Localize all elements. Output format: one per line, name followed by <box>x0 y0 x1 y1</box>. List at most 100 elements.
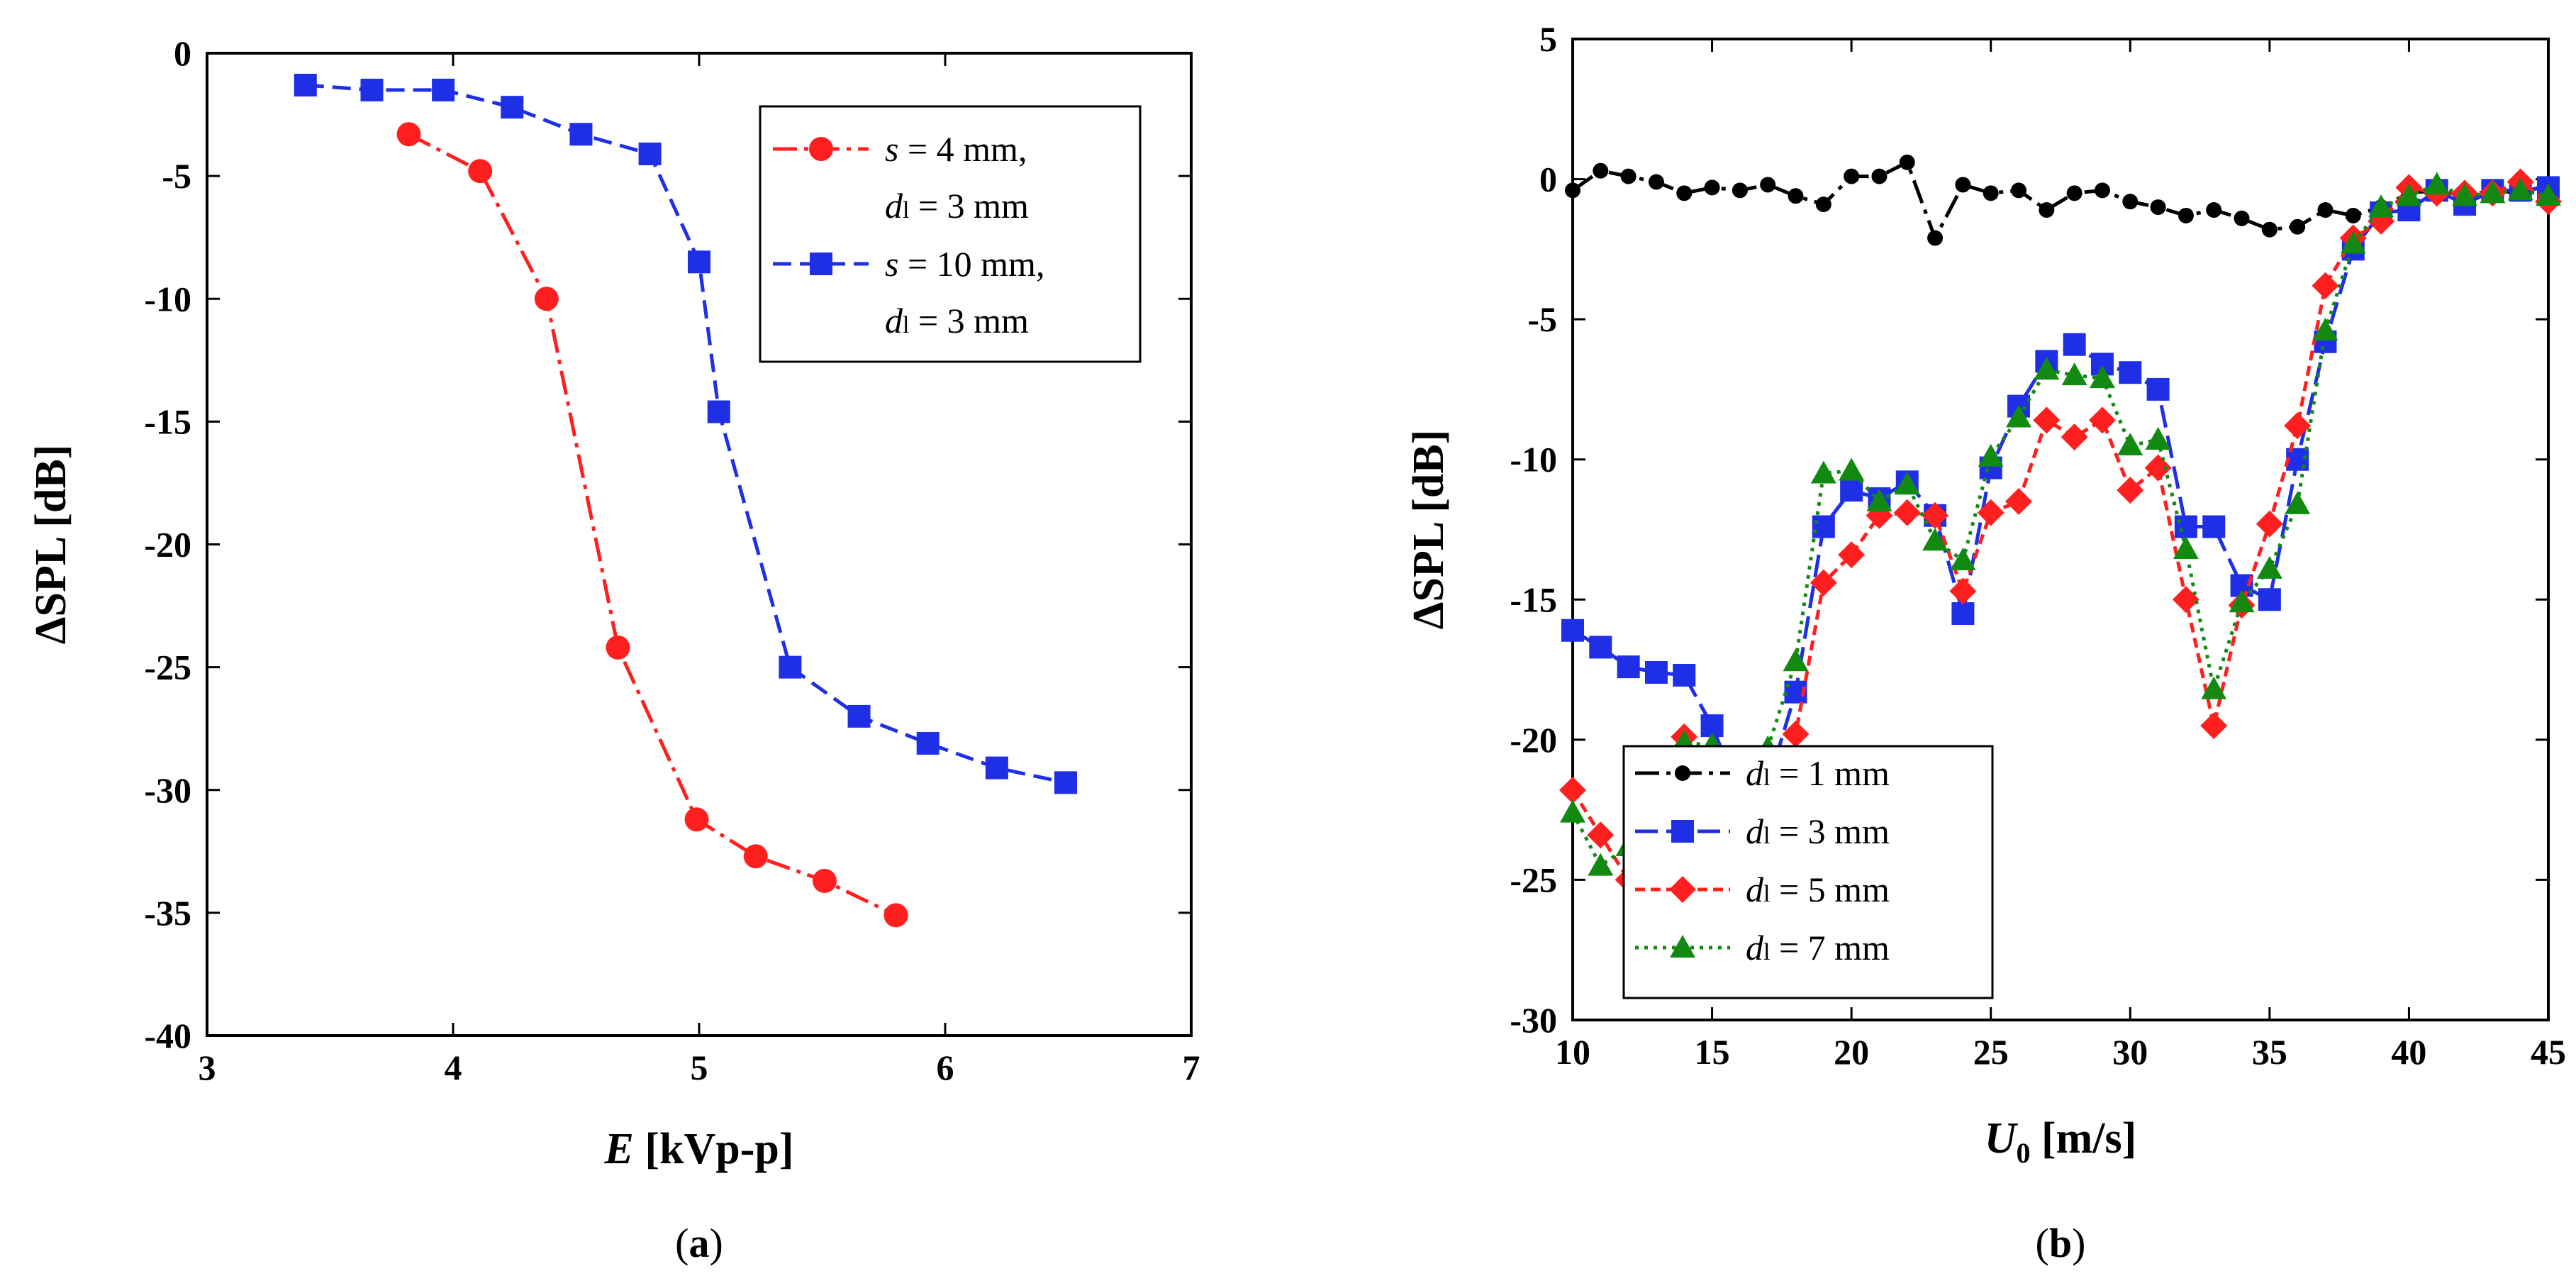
data-point <box>1617 655 1640 679</box>
y-tick-label: -10 <box>1510 440 1557 479</box>
panel-a: 3 4 5 6 7 0 -5 -10 -15 -20 -25 -30 -35 -40 ΔSPL [dB] E … <box>27 33 1200 1266</box>
series-2 <box>294 74 1078 794</box>
data-point <box>1955 177 1971 193</box>
data-point <box>2061 362 2087 386</box>
legend-label: s = 4 mm, <box>885 129 1027 169</box>
y-tick-label: -20 <box>144 525 191 565</box>
data-point <box>1561 619 1584 642</box>
panel-b: 10 15 20 25 30 35 40 4550-5-10-15-20-25-30ΔSPL … <box>1405 19 2566 1266</box>
data-point <box>2006 404 2032 428</box>
data-point <box>2229 589 2255 613</box>
data-point <box>2094 182 2110 199</box>
data-point <box>1783 648 1809 672</box>
data-point <box>985 756 1008 780</box>
x-tick-label: 15 <box>1695 1032 1730 1072</box>
data-point <box>1983 185 1999 201</box>
data-point <box>2312 272 2339 299</box>
x-axis-title: E [kVp-p] <box>603 1125 793 1173</box>
legend-label: s = 10 mm, <box>885 244 1044 284</box>
data-point <box>2172 586 2199 614</box>
data-point <box>2284 412 2312 440</box>
y-tick-label: -5 <box>162 156 191 196</box>
data-point <box>1927 230 1944 246</box>
data-point <box>1838 541 1866 569</box>
data-point <box>2174 515 2197 538</box>
legend-label: dl = 5 mm <box>1746 870 1890 909</box>
y-tick-label: -25 <box>144 648 191 687</box>
data-point <box>2317 202 2334 218</box>
x-tick-label: 20 <box>1834 1032 1869 1072</box>
data-point <box>1922 528 1948 551</box>
series-line <box>408 133 897 917</box>
y-tick-label: -15 <box>1510 580 1557 619</box>
data-point <box>1648 174 1664 190</box>
data-point <box>1732 182 1748 199</box>
x-tick-label: 3 <box>199 1048 216 1087</box>
legend-label: dl = 7 mm <box>1746 928 1890 967</box>
legend-entry: s = 10 mm, dl = 3 mm <box>773 244 1044 340</box>
data-point <box>1922 501 1949 529</box>
data-point <box>1054 771 1078 794</box>
y-tick-label: -35 <box>144 893 191 933</box>
data-point <box>2536 183 2561 206</box>
data-point <box>2424 172 2450 195</box>
data-point <box>1893 499 1921 526</box>
y-tick-label: -10 <box>144 279 191 318</box>
data-point <box>1951 602 1975 626</box>
data-point <box>2340 231 2366 254</box>
x-tick-label: 4 <box>445 1048 462 1087</box>
legend-entry: dl = 1 mm <box>1635 753 1890 793</box>
data-point <box>1978 443 2004 467</box>
data-point <box>2119 361 2142 384</box>
data-point <box>1812 515 1835 538</box>
legend-label: dl = 1 mm <box>1746 753 1890 793</box>
data-point <box>1840 479 1863 502</box>
data-point <box>2011 182 2027 199</box>
x-tick-label: 5 <box>691 1048 708 1087</box>
data-point <box>606 635 630 660</box>
y-tick-label: -5 <box>1527 299 1557 339</box>
x-tick-label: 6 <box>937 1048 954 1087</box>
data-point <box>1810 569 1837 597</box>
data-point <box>2258 588 2281 611</box>
data-point <box>1839 458 1865 481</box>
data-point <box>569 123 593 146</box>
data-point <box>1760 177 1776 193</box>
x-tick-label: 30 <box>2112 1032 2148 1072</box>
series-line <box>1571 185 2549 799</box>
data-point <box>1589 636 1612 659</box>
data-point <box>2150 199 2166 216</box>
data-point <box>2480 180 2506 204</box>
data-point <box>2063 333 2086 356</box>
data-point <box>1950 547 1976 570</box>
data-point <box>2117 432 2143 455</box>
data-point <box>1810 460 1836 484</box>
y-tick-label: -30 <box>144 770 191 810</box>
data-point <box>468 159 493 184</box>
x-tick-label: 45 <box>2531 1032 2566 1072</box>
legend-marker <box>1670 935 1695 958</box>
data-point <box>1644 661 1668 684</box>
y-tick-label: -40 <box>144 1016 191 1055</box>
legend-entry: s = 4 mm, dl = 3 mm <box>773 129 1029 226</box>
data-point <box>2173 536 2199 560</box>
data-point <box>2345 207 2361 223</box>
x-tick-label: 7 <box>1183 1048 1200 1087</box>
x-tick-label: 25 <box>1973 1032 2009 1072</box>
data-point <box>1815 196 1831 213</box>
data-point <box>2312 317 2338 340</box>
legend-label: dl = 3 mm <box>1746 811 1890 851</box>
data-point <box>1704 179 1720 196</box>
y-tick-label: 0 <box>1539 160 1557 199</box>
data-point <box>2285 491 2311 514</box>
data-point <box>2033 406 2061 434</box>
y-tick-label: -20 <box>1510 720 1557 760</box>
legend-marker <box>1669 876 1696 903</box>
data-point <box>2122 194 2139 210</box>
data-point <box>1593 162 1609 179</box>
data-point <box>1866 488 1892 511</box>
data-point <box>2256 510 2283 538</box>
data-point <box>2034 357 2060 380</box>
legend-marker <box>1675 765 1690 781</box>
